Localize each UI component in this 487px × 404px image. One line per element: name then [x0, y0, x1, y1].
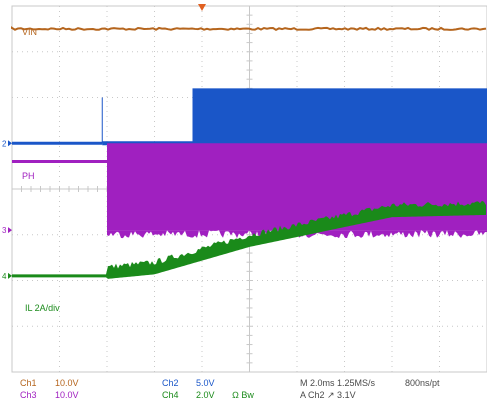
il-trace-label: IL 2A/div [25, 303, 60, 313]
ph-trace-ringing [107, 230, 487, 239]
ch3-scale: 10.0V [55, 390, 79, 400]
vin-trace [11, 26, 487, 32]
record-resolution-readout: 800ns/pt [405, 378, 440, 388]
ch1-scale: 10.0V [55, 378, 79, 388]
ch4-status-label: Ch4 [162, 390, 179, 400]
channel-ground-arrow [8, 272, 12, 279]
bandwidth-limit-indicator: Ω Bw [232, 390, 254, 400]
ch2-scale: 5.0V [196, 378, 215, 388]
ch1-status-label: Ch1 [20, 378, 37, 388]
ch2-status-label: Ch2 [162, 378, 179, 388]
channel-ground-marker: 3 [2, 226, 7, 235]
ph-trace-label: PH [22, 171, 35, 181]
il-trace [12, 200, 486, 279]
ph-trace-switching-band [107, 143, 487, 231]
channel-ground-arrow [8, 227, 12, 234]
trigger-position-marker [198, 4, 206, 11]
ch3-status-label: Ch3 [20, 390, 37, 400]
ch4-scale: 2.0V [196, 390, 215, 400]
ch2-trace-switching-band [192, 88, 487, 146]
trigger-readout: A Ch2 ↗ 3.1V [300, 390, 356, 400]
timebase-readout: M 2.0ms 1.25MS/s [300, 378, 376, 388]
channel-ground-marker: 4 [2, 272, 7, 281]
channel-ground-arrow [8, 140, 12, 147]
channel-ground-marker: 2 [2, 139, 7, 148]
vin-trace-label: VIN [22, 27, 38, 37]
